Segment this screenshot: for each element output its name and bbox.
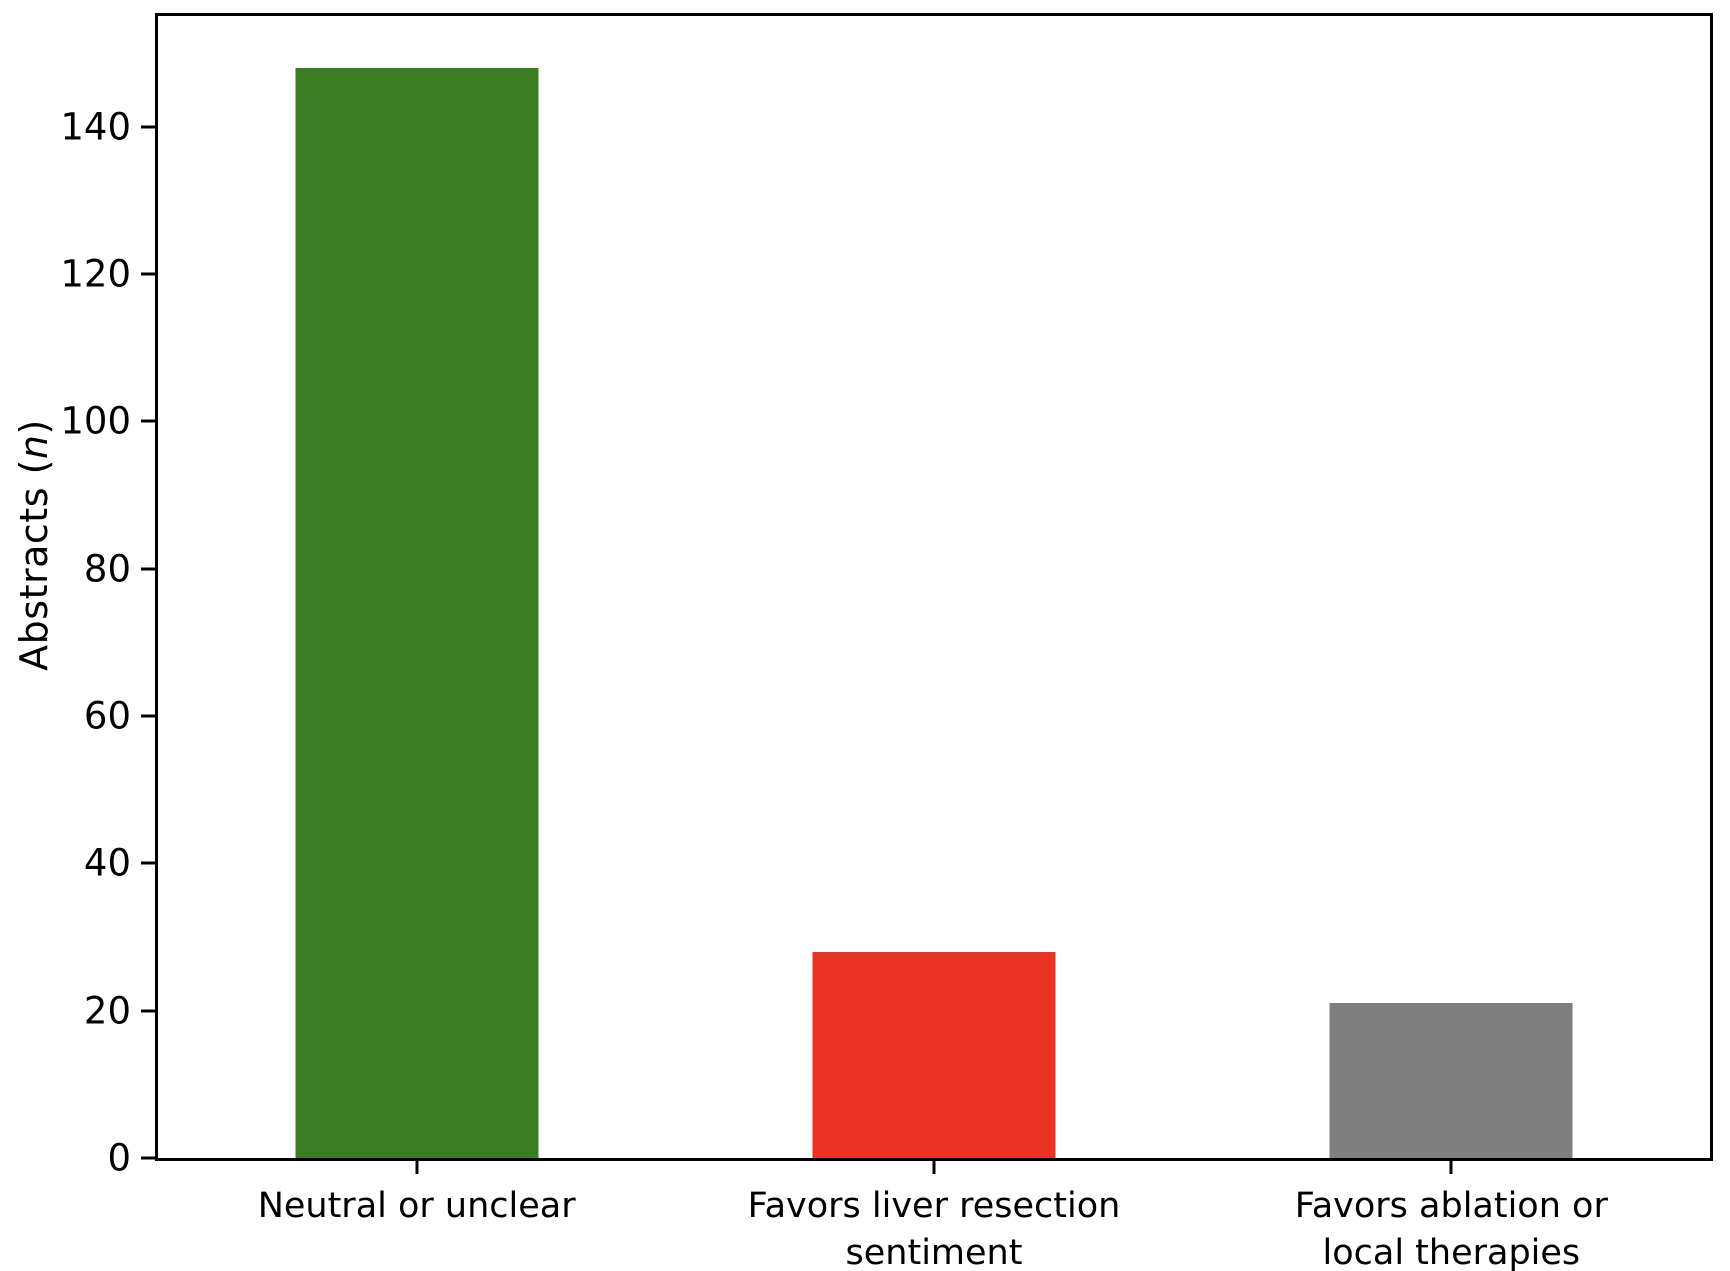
y-axis-label-symbol: n [12, 434, 56, 460]
y-tick-label-20: 20 [83, 989, 131, 1033]
y-tick-label-0: 0 [107, 1136, 131, 1180]
y-tick-mark-0 [141, 1156, 155, 1160]
x-category-label-line: Neutral or unclear [257, 1186, 576, 1226]
bars-layer [158, 16, 1710, 1158]
x-category-label-neutral-or-unclear: Neutral or unclear [158, 1183, 675, 1230]
bar-favors-liver-resection-sentiment [812, 951, 1056, 1158]
y-tick-mark-80 [141, 567, 155, 571]
x-category-label-line: Favors liver resection [747, 1186, 1121, 1226]
y-tick-mark-40 [141, 861, 155, 865]
y-axis-label-prefix: Abstracts ( [12, 459, 56, 671]
y-tick-mark-120 [141, 272, 155, 276]
y-tick-label-60: 60 [83, 694, 131, 738]
y-tick-label-140: 140 [60, 105, 131, 149]
y-tick-label-80: 80 [83, 547, 131, 591]
x-category-label-favors-liver-resection-sentiment: Favors liver resection sentiment [675, 1183, 1192, 1271]
x-category-label-line: Favors ablation or [1294, 1186, 1608, 1226]
x-category-label-favors-ablation-or-local-therapies: Favors ablation or local therapies [1193, 1183, 1710, 1271]
y-tick-label-120: 120 [60, 252, 131, 296]
plot-area: 0 20 40 60 80 100 120 140 Neutral or unclear Favo… [60, 13, 1713, 1271]
bar-favors-ablation-or-local-therapies [1329, 1003, 1573, 1158]
x-tick-mark-favors-liver-resection-sentiment [932, 1161, 936, 1174]
y-tick-mark-100 [141, 419, 155, 423]
x-category-label-line: local therapies [1322, 1233, 1581, 1271]
y-tick-mark-60 [141, 714, 155, 718]
bar-neutral-or-unclear [295, 67, 539, 1158]
y-tick-label-100: 100 [60, 399, 131, 443]
y-tick-label-40: 40 [83, 841, 131, 885]
x-category-label-line: sentiment [845, 1233, 1023, 1271]
y-axis-label-suffix: ) [12, 419, 56, 435]
x-tick-mark-neutral-or-unclear [415, 1161, 419, 1174]
x-tick-mark-favors-ablation-or-local-therapies [1449, 1161, 1453, 1174]
y-tick-mark-140 [141, 125, 155, 129]
y-axis-label: Abstracts (n) [12, 419, 56, 671]
y-tick-mark-20 [141, 1009, 155, 1013]
